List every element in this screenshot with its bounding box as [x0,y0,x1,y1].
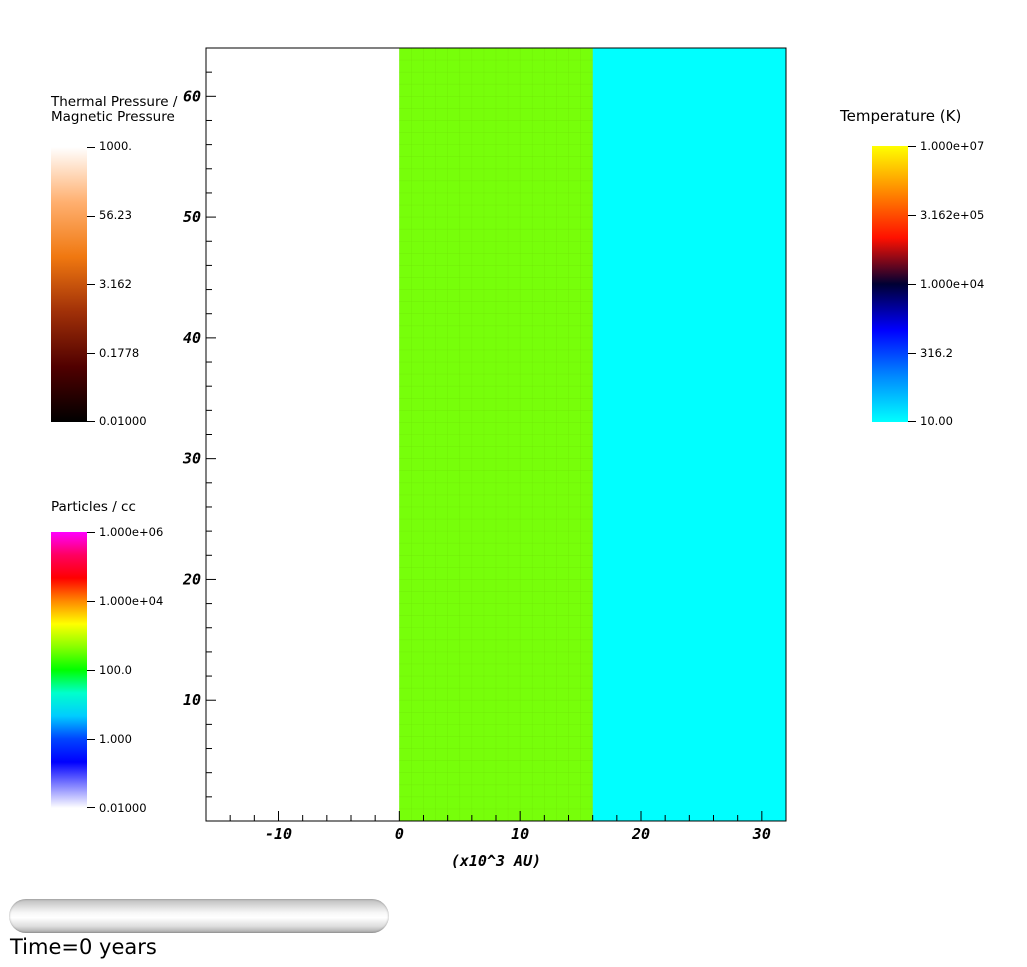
y-tick-label: 50 [183,208,201,226]
colorbar-pressure-tick [87,284,95,285]
colorbar-pressure-tick [87,421,95,422]
region-1 [399,48,593,821]
colorbar-pressure-tick [87,216,95,217]
colorbar-temperature-tick [908,215,916,216]
colorbar-pressure-label: 1000. [99,139,132,153]
x-tick-label: -10 [265,825,292,843]
colorbar-density-tick [87,532,95,533]
colorbar-pressure-label: 0.01000 [99,414,147,428]
colorbar-density-label: 1.000 [99,732,132,746]
colorbar-density-label: 1.000e+06 [99,525,164,539]
colorbar-temperature-title: Temperature (K) [840,107,962,125]
colorbar-pressure-label: 3.162 [99,277,132,291]
colorbar-temperature-tick [908,284,916,285]
time-slider[interactable] [9,899,389,933]
x-tick-label: 10 [511,825,529,843]
colorbar-pressure-label: 0.1778 [99,346,140,360]
y-tick-label: 30 [182,450,201,468]
colorbar-density-tick [87,807,95,808]
colorbar-temperature-label: 1.000e+04 [920,277,985,291]
x-tick-label: 30 [752,825,771,843]
time-label: Time=0 years [10,935,157,959]
x-tick-label: 20 [631,825,650,843]
colorbar-pressure-gradient [51,147,87,422]
colorbar-temperature-tick [908,421,916,422]
colorbar-temperature-label: 1.000e+07 [920,139,985,153]
colorbar-pressure-label: 56.23 [99,208,132,222]
region-0 [206,48,400,821]
colorbar-temperature-gradient [872,146,908,422]
colorbar-temperature-tick [908,146,916,147]
colorbar-density-tick [87,601,95,602]
region-2 [592,48,786,821]
colorbar-temperature-label: 316.2 [920,346,953,360]
colorbar-density-label: 0.01000 [99,801,147,815]
colorbar-density-gradient [51,532,87,808]
x-axis-title: (x10^3 AU) [451,852,541,870]
colorbar-pressure-tick [87,353,95,354]
colorbar-temperature-label: 3.162e+05 [920,208,985,222]
colorbar-temperature-label: 10.00 [920,414,953,428]
colorbar-pressure-title: Thermal Pressure / Magnetic Pressure [51,94,178,125]
y-tick-label: 10 [183,691,201,709]
colorbar-density-label: 100.0 [99,663,132,677]
x-tick-label: 0 [395,825,404,843]
colorbar-density-tick [87,739,95,740]
colorbar-temperature-tick [908,353,916,354]
colorbar-density-tick [87,670,95,671]
colorbar-density-label: 1.000e+04 [99,594,164,608]
y-tick-label: 40 [183,329,201,347]
y-tick-label: 20 [182,570,201,588]
colorbar-pressure-tick [87,147,95,148]
colorbar-density-title: Particles / cc [51,499,136,515]
y-tick-label: 60 [183,87,201,105]
